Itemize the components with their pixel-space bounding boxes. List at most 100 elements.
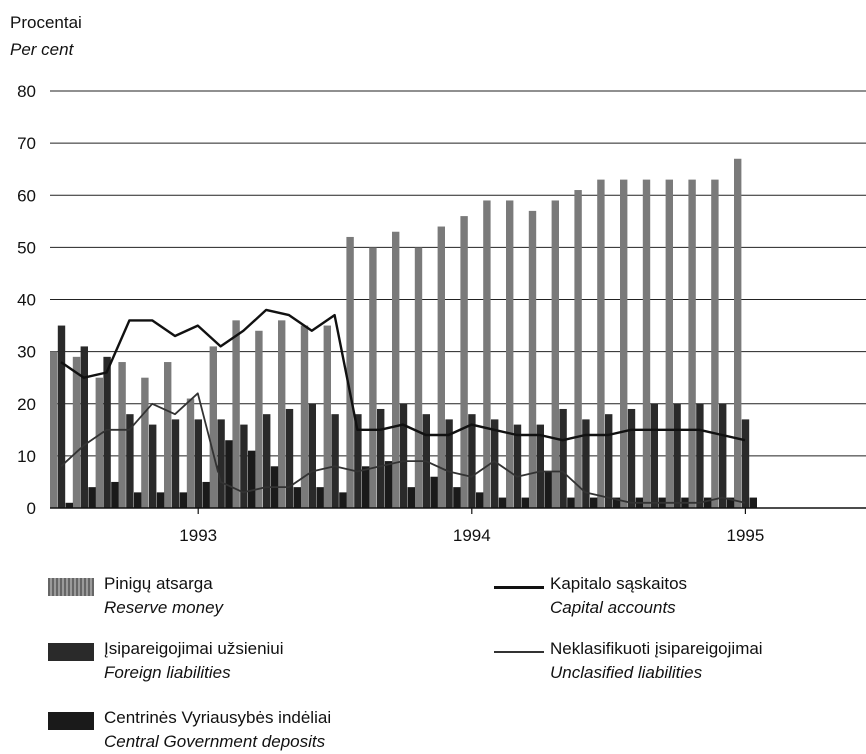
x-tick-label: 1993 [179, 526, 217, 545]
bar-reserve-money [665, 179, 673, 509]
bar-central-government-deposits [248, 450, 256, 508]
bar-foreign-liabilities [719, 403, 727, 508]
bar-foreign-liabilities [285, 408, 294, 508]
bar-central-government-deposits [612, 497, 621, 508]
bar-reserve-money [369, 247, 377, 508]
bar-foreign-liabilities [149, 424, 157, 508]
legend-line-capital-accounts [494, 586, 544, 589]
bar-reserve-money [437, 226, 445, 508]
bar-central-government-deposits [202, 481, 210, 508]
bar-reserve-money [50, 351, 58, 508]
bar-reserve-money [688, 179, 696, 509]
line-capital-accounts [60, 308, 746, 442]
bar-reserve-money [323, 325, 331, 508]
y-axis-title: Procentai [10, 13, 82, 32]
bar-reserve-money [551, 200, 559, 508]
bar-reserve-money [255, 330, 263, 508]
bar-central-government-deposits [567, 497, 575, 508]
legend-label-en: Central Government deposits [104, 732, 326, 751]
bar-central-government-deposits [156, 492, 165, 508]
y-tick-label: 60 [17, 186, 36, 205]
legend-label-en: Unclasified liabilities [550, 663, 703, 682]
bar-foreign-liabilities [491, 419, 499, 508]
bar-central-government-deposits [384, 461, 393, 508]
bar-central-government-deposits [225, 440, 233, 508]
bar-central-government-deposits [88, 487, 96, 508]
bar-reserve-money [300, 325, 309, 508]
bar-reserve-money [414, 247, 423, 508]
bar-foreign-liabilities [673, 403, 681, 508]
x-tick-label: 1995 [726, 526, 764, 545]
bar-central-government-deposits [476, 492, 484, 508]
bar-reserve-money [574, 190, 582, 508]
bar-central-government-deposits [316, 487, 324, 508]
bar-foreign-liabilities [536, 424, 544, 508]
bar-foreign-liabilities [263, 414, 271, 508]
bar-foreign-liabilities [171, 419, 180, 508]
bar-foreign-liabilities [513, 424, 522, 508]
legend-label-en: Reserve money [104, 598, 224, 617]
bar-reserve-money [209, 346, 217, 508]
bar-central-government-deposits [704, 497, 712, 508]
bar-central-government-deposits [726, 497, 735, 508]
bar-reserve-money [460, 216, 468, 508]
legend-label: Neklasifikuoti įsipareigojimai [550, 639, 763, 658]
bar-reserve-money [483, 200, 491, 508]
x-axis-ticks: 1993 1994 1995 [179, 508, 764, 545]
y-tick-label: 50 [17, 238, 36, 257]
bar-reserve-money [118, 362, 126, 508]
bar-reserve-money [72, 356, 81, 508]
bar-foreign-liabilities [126, 414, 134, 508]
bar-central-government-deposits [111, 481, 119, 508]
line-unclasified-liabilities [60, 392, 746, 504]
bar-foreign-liabilities [559, 408, 567, 508]
y-axis-title-en: Per cent [10, 40, 75, 59]
bar-foreign-liabilities [468, 414, 476, 508]
bar-reserve-money [506, 200, 514, 508]
bar-foreign-liabilities [80, 346, 88, 508]
bar-foreign-liabilities [399, 403, 408, 508]
bar-central-government-deposits [544, 471, 552, 508]
bar-central-government-deposits [362, 466, 370, 508]
bar-foreign-liabilities [445, 419, 453, 508]
y-tick-label: 0 [27, 499, 36, 518]
bar-foreign-liabilities [605, 414, 613, 508]
chart: Procentai Per cent 0 10 20 30 40 50 60 70 80 199… [10, 13, 866, 545]
legend-label: Įsipareigojimai užsieniui [104, 639, 284, 658]
bar-central-government-deposits [134, 492, 142, 508]
bar-foreign-liabilities [331, 414, 339, 508]
legend-swatch-reserve-money [48, 578, 94, 596]
bar-foreign-liabilities [582, 419, 590, 508]
gridlines [50, 90, 866, 457]
bar-reserve-money [734, 158, 742, 508]
legend-label: Centrinės Vyriausybės indėliai [104, 708, 332, 727]
bar-central-government-deposits [430, 476, 438, 508]
bar-foreign-liabilities [741, 419, 750, 508]
bar-central-government-deposits [179, 492, 187, 508]
bar-central-government-deposits [498, 497, 507, 508]
y-tick-label: 80 [17, 82, 36, 101]
bar-reserve-money [95, 377, 103, 508]
bar-reserve-money [711, 179, 719, 509]
bar-foreign-liabilities [194, 419, 202, 508]
legend-swatch-foreign-liabilities [48, 643, 94, 661]
bar-foreign-liabilities [103, 356, 111, 508]
y-tick-label: 40 [17, 291, 36, 310]
legend-line-unclassified-liabilities [494, 651, 544, 653]
bar-foreign-liabilities [240, 424, 248, 508]
x-tick-label: 1994 [453, 526, 491, 545]
bar-foreign-liabilities [217, 419, 225, 508]
legend-label: Pinigų atsarga [104, 574, 213, 593]
bar-reserve-money [141, 377, 149, 508]
series-lines [60, 308, 746, 504]
legend-label-en: Foreign liabilities [104, 663, 231, 682]
bar-foreign-liabilities [354, 414, 362, 508]
bar-central-government-deposits [293, 487, 301, 508]
bar-reserve-money [528, 210, 537, 508]
bar-reserve-money [186, 398, 195, 508]
bar-reserve-money [597, 179, 605, 509]
y-axis-ticks: 0 10 20 30 40 50 60 70 80 [17, 82, 36, 518]
bar-foreign-liabilities [650, 403, 658, 508]
y-tick-label: 70 [17, 134, 36, 153]
bar-foreign-liabilities [308, 403, 316, 508]
